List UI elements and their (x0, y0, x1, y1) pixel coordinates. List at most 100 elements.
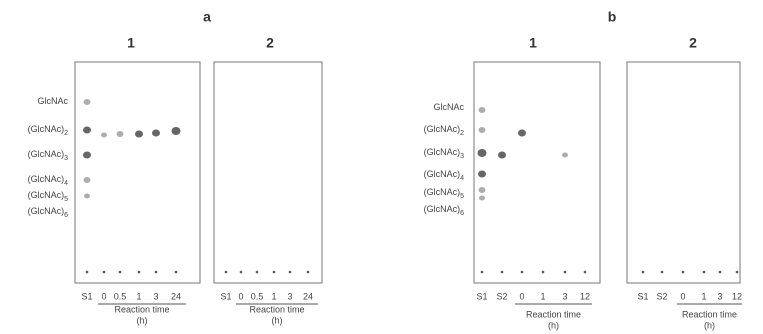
origin-dot (501, 271, 504, 274)
standard-label: (GlcNAc)6 (424, 204, 465, 216)
standard-base: (GlcNAc) (424, 169, 461, 179)
origin-dot (103, 271, 106, 274)
standard-base: (GlcNAc) (28, 124, 65, 134)
origin-dot (736, 271, 739, 274)
standard-label: (GlcNAc)2 (424, 124, 465, 136)
panel-label: a (203, 9, 211, 25)
origin-dot (481, 271, 484, 274)
lane-label: 1 (136, 291, 141, 301)
standard-label: (GlcNAc)3 (28, 149, 69, 161)
lane-label: 0.5 (114, 291, 127, 301)
panel-label: b (608, 9, 617, 25)
tlc-spot (498, 152, 506, 159)
tlc-spot (479, 196, 485, 201)
standard-sub: 5 (64, 196, 68, 203)
origin-dot (273, 271, 276, 274)
standard-label: (GlcNAc)5 (424, 187, 465, 199)
standard-label: (GlcNAc)4 (28, 174, 69, 186)
standard-base: GlcNAc (37, 96, 68, 106)
origin-dot (119, 271, 122, 274)
origin-dot (564, 271, 567, 274)
standard-sub: 5 (460, 193, 464, 200)
tlc-spot (135, 131, 143, 138)
lane-label: 0 (238, 291, 243, 301)
tlc-spot (479, 107, 486, 113)
lane-label: 3 (153, 291, 158, 301)
lane-label: 0.5 (251, 291, 264, 301)
standard-label: (GlcNAc)3 (424, 147, 465, 159)
standard-label: (GlcNAc)5 (28, 190, 69, 202)
standard-sub: 3 (64, 155, 68, 162)
tlc-spot (172, 127, 181, 135)
axis-unit: (h) (137, 315, 148, 325)
origin-dot (240, 271, 243, 274)
standard-base: (GlcNAc) (424, 187, 461, 197)
origin-dot (661, 271, 664, 274)
lane-label: 1 (540, 291, 545, 301)
standard-base: (GlcNAc) (28, 206, 65, 216)
standard-base: (GlcNAc) (28, 190, 65, 200)
tlc-spot (562, 153, 568, 158)
tlc-spot (479, 187, 486, 193)
origin-dot (175, 271, 178, 274)
origin-dot (642, 271, 645, 274)
tlc-spot (84, 194, 90, 199)
origin-dot (86, 271, 89, 274)
origin-dot (289, 271, 292, 274)
standard-sub: 6 (460, 210, 464, 217)
tlc-plate (214, 62, 322, 283)
standard-sub: 2 (460, 130, 464, 137)
lane-label: S1 (637, 291, 648, 301)
axis-unit: (h) (704, 320, 715, 330)
standard-label: GlcNAc (37, 96, 68, 106)
lane-label: S1 (476, 291, 487, 301)
lane-label: 12 (580, 291, 590, 301)
lane-label: 24 (171, 291, 181, 301)
standard-sub: 4 (64, 180, 68, 187)
origin-dot (703, 271, 706, 274)
standard-base: (GlcNAc) (424, 124, 461, 134)
tlc-spot (83, 152, 91, 159)
standard-sub: 3 (460, 153, 464, 160)
standard-base: (GlcNAc) (28, 149, 65, 159)
tlc-plate (627, 62, 740, 283)
axis-title: Reaction time (114, 304, 169, 314)
standard-base: GlcNAc (433, 102, 464, 112)
lane-label: 0 (680, 291, 685, 301)
tlc-spot (83, 127, 91, 134)
axis-unit: (h) (548, 320, 559, 330)
tlc-figure: aGlcNAc(GlcNAc)2(GlcNAc)3(GlcNAc)4(GlcNA… (0, 0, 763, 334)
plate-label: 1 (529, 35, 537, 51)
axis-title: Reaction time (249, 304, 304, 314)
lane-label: S1 (220, 291, 231, 301)
axis-title: Reaction time (682, 309, 737, 319)
lane-label: 3 (287, 291, 292, 301)
origin-dot (155, 271, 158, 274)
tlc-spot (518, 130, 526, 137)
lane-label: 0 (519, 291, 524, 301)
origin-dot (682, 271, 685, 274)
tlc-spot (84, 99, 91, 105)
standard-label: GlcNAc (433, 102, 464, 112)
axis-unit: (h) (272, 315, 283, 325)
standard-sub: 4 (460, 175, 464, 182)
origin-dot (521, 271, 524, 274)
origin-dot (256, 271, 259, 274)
tlc-spot (152, 130, 160, 137)
standard-label: (GlcNAc)6 (28, 206, 69, 218)
origin-dot (307, 271, 310, 274)
tlc-spot (101, 133, 107, 138)
standard-sub: 6 (64, 212, 68, 219)
standard-sub: 2 (64, 130, 68, 137)
lane-label: 0 (101, 291, 106, 301)
standard-base: (GlcNAc) (424, 204, 461, 214)
origin-dot (584, 271, 587, 274)
lane-label: 12 (732, 291, 742, 301)
origin-dot (719, 271, 722, 274)
origin-dot (542, 271, 545, 274)
lane-label: 3 (562, 291, 567, 301)
standard-base: (GlcNAc) (424, 147, 461, 157)
plate-label: 2 (266, 35, 274, 51)
lane-label: 1 (271, 291, 276, 301)
standard-base: (GlcNAc) (28, 174, 65, 184)
